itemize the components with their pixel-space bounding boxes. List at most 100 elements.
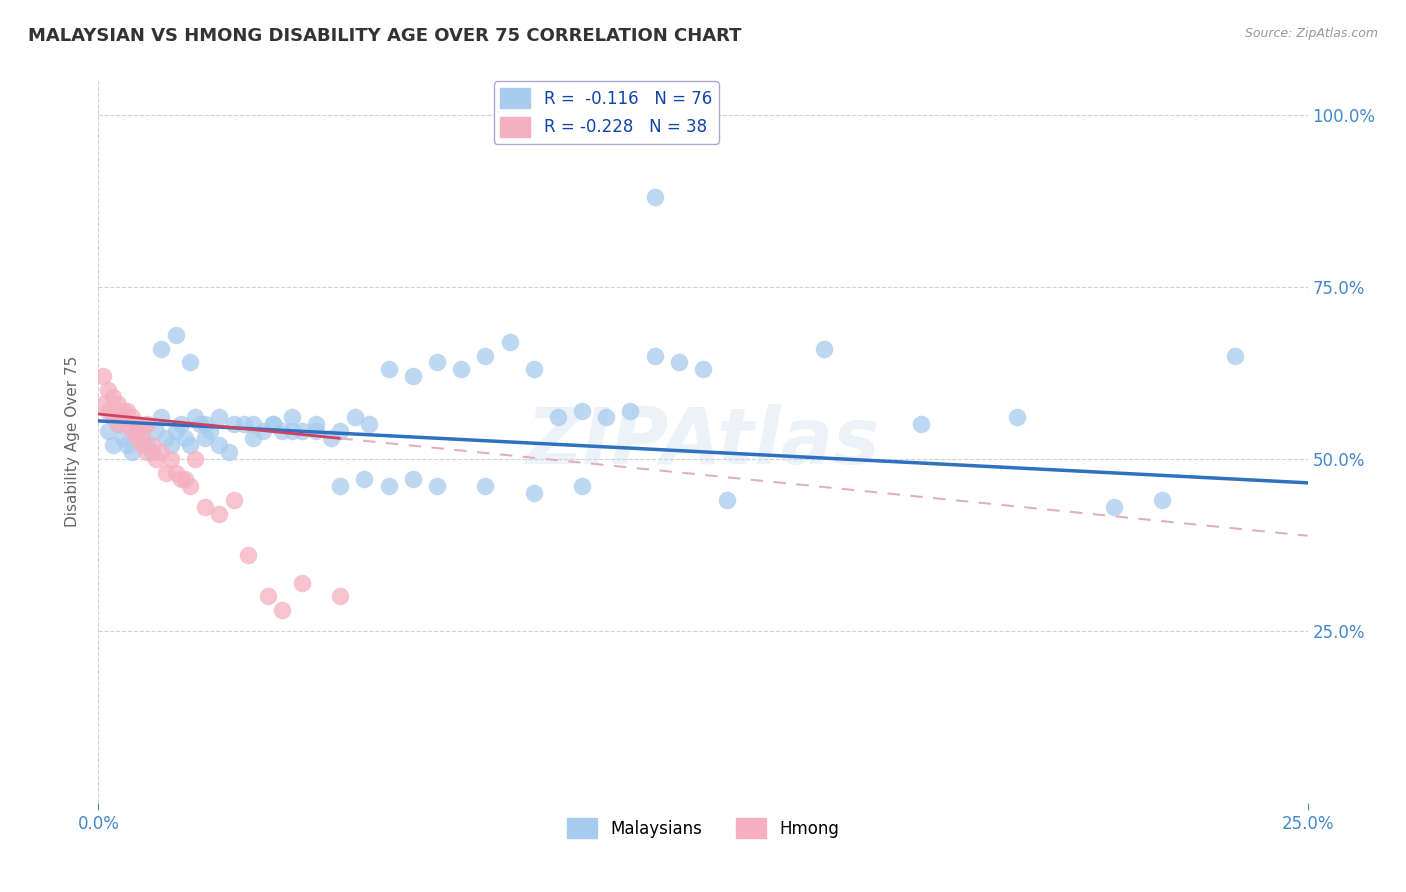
Point: [174, 431, 197, 445]
Point: [131, 431, 153, 445]
Point: [145, 424, 167, 438]
Point: [319, 431, 342, 445]
Point: [1007, 410, 1029, 425]
Point: [402, 472, 425, 486]
Point: [117, 417, 139, 432]
Point: [305, 424, 328, 438]
Point: [155, 466, 177, 480]
Point: [117, 438, 139, 452]
Point: [131, 424, 153, 438]
Point: [222, 417, 245, 432]
Point: [127, 417, 149, 432]
Point: [165, 327, 187, 342]
Point: [238, 548, 260, 562]
Point: [135, 417, 157, 432]
Point: [174, 472, 197, 486]
Point: [644, 190, 666, 204]
Point: [353, 472, 375, 486]
Point: [194, 417, 217, 432]
Point: [218, 445, 240, 459]
Point: [271, 424, 294, 438]
Point: [179, 479, 201, 493]
Point: [165, 466, 187, 480]
Point: [208, 438, 231, 452]
Point: [256, 590, 278, 604]
Point: [222, 493, 245, 508]
Point: [329, 590, 352, 604]
Point: [242, 417, 264, 432]
Point: [644, 349, 666, 363]
Point: [1102, 500, 1125, 514]
Point: [402, 369, 425, 384]
Point: [523, 362, 546, 376]
Point: [305, 417, 328, 432]
Point: [101, 410, 124, 425]
Point: [523, 486, 546, 500]
Point: [343, 410, 366, 425]
Point: [262, 417, 284, 432]
Point: [498, 334, 520, 349]
Point: [155, 431, 177, 445]
Point: [91, 397, 114, 411]
Point: [571, 479, 593, 493]
Point: [101, 438, 124, 452]
Point: [160, 438, 183, 452]
Point: [150, 445, 173, 459]
Point: [169, 417, 191, 432]
Point: [194, 431, 217, 445]
Point: [252, 424, 274, 438]
Point: [141, 438, 163, 452]
Y-axis label: Disability Age Over 75: Disability Age Over 75: [65, 356, 80, 527]
Point: [377, 362, 399, 376]
Point: [450, 362, 472, 376]
Point: [1152, 493, 1174, 508]
Point: [242, 431, 264, 445]
Point: [160, 451, 183, 466]
Point: [290, 575, 312, 590]
Point: [141, 445, 163, 459]
Point: [474, 349, 496, 363]
Point: [377, 479, 399, 493]
Point: [135, 438, 157, 452]
Point: [107, 417, 129, 432]
Point: [131, 438, 153, 452]
Point: [111, 431, 134, 445]
Point: [127, 431, 149, 445]
Point: [281, 424, 304, 438]
Point: [281, 410, 304, 425]
Point: [165, 424, 187, 438]
Point: [619, 403, 641, 417]
Point: [813, 342, 835, 356]
Point: [150, 410, 173, 425]
Point: [595, 410, 617, 425]
Point: [668, 355, 690, 369]
Point: [121, 424, 143, 438]
Legend: Malaysians, Hmong: Malaysians, Hmong: [561, 812, 845, 845]
Point: [262, 417, 284, 432]
Point: [194, 500, 217, 514]
Point: [208, 410, 231, 425]
Point: [121, 445, 143, 459]
Point: [107, 397, 129, 411]
Point: [232, 417, 254, 432]
Point: [179, 438, 201, 452]
Point: [101, 390, 124, 404]
Point: [135, 445, 157, 459]
Point: [184, 451, 207, 466]
Point: [426, 355, 449, 369]
Point: [547, 410, 569, 425]
Point: [359, 417, 381, 432]
Point: [179, 355, 201, 369]
Point: [208, 507, 231, 521]
Point: [188, 417, 211, 432]
Point: [107, 417, 129, 432]
Point: [329, 479, 352, 493]
Point: [111, 403, 134, 417]
Point: [1223, 349, 1246, 363]
Point: [329, 424, 352, 438]
Point: [198, 424, 221, 438]
Point: [271, 603, 294, 617]
Text: Source: ZipAtlas.com: Source: ZipAtlas.com: [1244, 27, 1378, 40]
Point: [91, 369, 114, 384]
Point: [474, 479, 496, 493]
